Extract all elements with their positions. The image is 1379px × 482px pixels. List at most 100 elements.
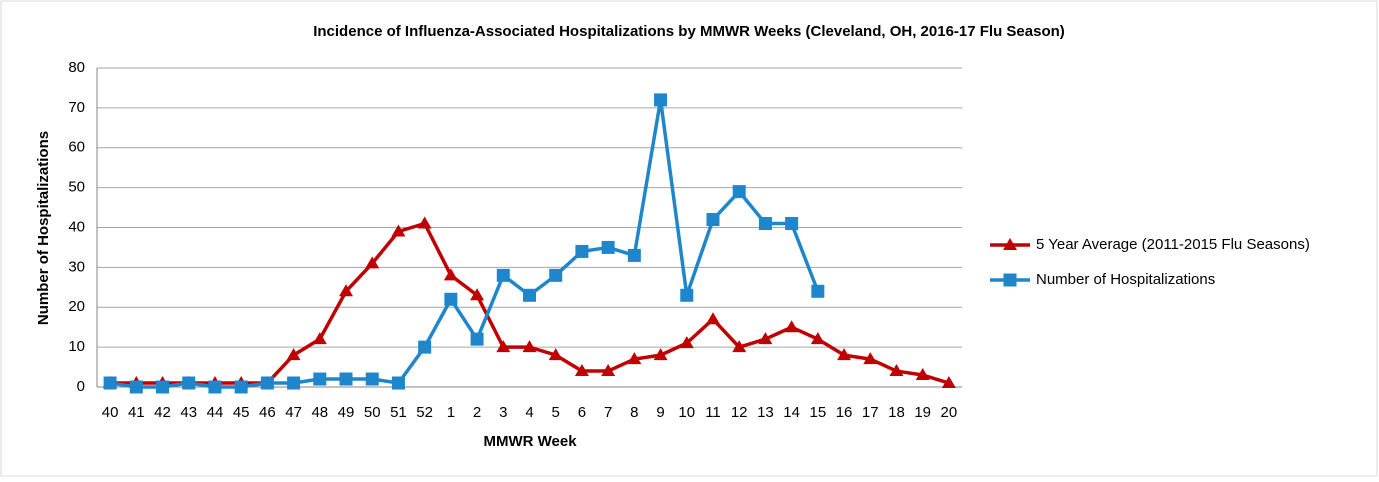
marker — [758, 332, 773, 345]
marker — [549, 268, 563, 282]
marker — [312, 332, 327, 345]
marker — [496, 340, 511, 353]
marker — [287, 376, 301, 390]
x-tick-label: 9 — [656, 404, 664, 421]
x-tick-label: 44 — [207, 404, 224, 421]
x-tick-label: 8 — [630, 404, 638, 421]
marker — [601, 240, 615, 254]
x-axis-label: MMWR Week — [483, 433, 577, 450]
marker — [260, 376, 274, 390]
y-axis-label: Number of Hospitalizations — [35, 131, 52, 325]
marker — [418, 340, 432, 354]
marker — [182, 376, 196, 390]
marker — [680, 288, 694, 302]
marker — [470, 288, 485, 301]
y-tick-label: 50 — [68, 179, 85, 196]
x-tick-label: 15 — [809, 404, 826, 421]
marker — [863, 352, 878, 365]
x-tick-label: 6 — [578, 404, 586, 421]
y-tick-label: 80 — [68, 59, 85, 76]
y-tick-label: 20 — [68, 298, 85, 315]
marker — [523, 288, 536, 302]
legend-label: 5 Year Average (2011-2015 Flu Seasons) — [1036, 236, 1310, 253]
marker — [654, 93, 668, 107]
marker — [470, 332, 484, 346]
x-tick-label: 20 — [941, 404, 958, 421]
y-tick-label: 0 — [77, 378, 85, 395]
marker — [129, 380, 143, 394]
y-tick-label: 40 — [68, 218, 85, 235]
marker — [443, 268, 458, 281]
marker — [339, 372, 353, 386]
x-tick-label: 7 — [604, 404, 612, 421]
marker — [785, 217, 799, 231]
y-tick-label: 60 — [68, 139, 85, 156]
marker — [391, 376, 405, 390]
marker — [286, 348, 301, 361]
x-tick-label: 51 — [390, 404, 407, 421]
marker — [522, 340, 537, 353]
x-tick-label: 18 — [888, 404, 905, 421]
marker — [837, 348, 852, 361]
marker — [627, 248, 641, 262]
marker — [941, 376, 956, 389]
x-tick-label: 49 — [338, 404, 355, 421]
marker — [208, 380, 222, 394]
x-tick-label: 11 — [705, 404, 721, 421]
marker — [156, 380, 170, 394]
marker — [679, 336, 694, 349]
x-tick-label: 45 — [233, 404, 250, 421]
x-tick-label: 17 — [862, 404, 879, 421]
marker — [627, 352, 642, 365]
x-tick-label: 47 — [285, 404, 302, 421]
marker — [103, 376, 117, 390]
x-tick-label: 4 — [525, 404, 533, 421]
x-tick-label: 13 — [757, 404, 774, 421]
marker — [1003, 238, 1017, 250]
marker — [889, 364, 904, 377]
chart-title: Incidence of Influenza-Associated Hospit… — [313, 23, 1065, 40]
series-line — [109, 98, 820, 389]
marker — [417, 216, 432, 229]
marker — [234, 380, 248, 394]
marker — [784, 320, 799, 333]
marker — [365, 372, 379, 386]
x-tick-label: 50 — [364, 404, 381, 421]
x-tick-label: 40 — [102, 404, 119, 421]
marker — [548, 348, 563, 361]
x-tick-label: 5 — [552, 404, 560, 421]
x-tick-label: 42 — [154, 404, 171, 421]
y-tick-label: 10 — [68, 338, 85, 355]
marker — [705, 312, 720, 325]
marker — [575, 244, 589, 258]
marker — [313, 372, 327, 386]
marker — [601, 364, 616, 377]
x-tick-label: 1 — [447, 404, 455, 421]
marker — [706, 213, 720, 227]
x-tick-label: 12 — [731, 404, 748, 421]
marker — [810, 332, 825, 345]
marker — [915, 368, 930, 381]
marker — [574, 364, 589, 377]
y-tick-label: 70 — [68, 99, 85, 116]
x-tick-label: 3 — [499, 404, 507, 421]
x-tick-label: 48 — [311, 404, 328, 421]
x-tick-label: 43 — [180, 404, 197, 421]
y-tick-label: 30 — [68, 258, 85, 275]
marker — [811, 284, 825, 298]
marker — [365, 256, 380, 269]
x-tick-label: 2 — [473, 404, 481, 421]
marker — [444, 292, 458, 306]
marker — [732, 185, 746, 199]
marker — [496, 268, 510, 282]
legend-label: Number of Hospitalizations — [1036, 271, 1215, 288]
marker — [653, 348, 668, 361]
marker — [1003, 273, 1017, 287]
x-tick-label: 52 — [416, 404, 433, 421]
x-tick-label: 46 — [259, 404, 276, 421]
marker — [732, 340, 747, 353]
x-tick-label: 14 — [783, 404, 800, 421]
x-tick-label: 10 — [678, 404, 695, 421]
